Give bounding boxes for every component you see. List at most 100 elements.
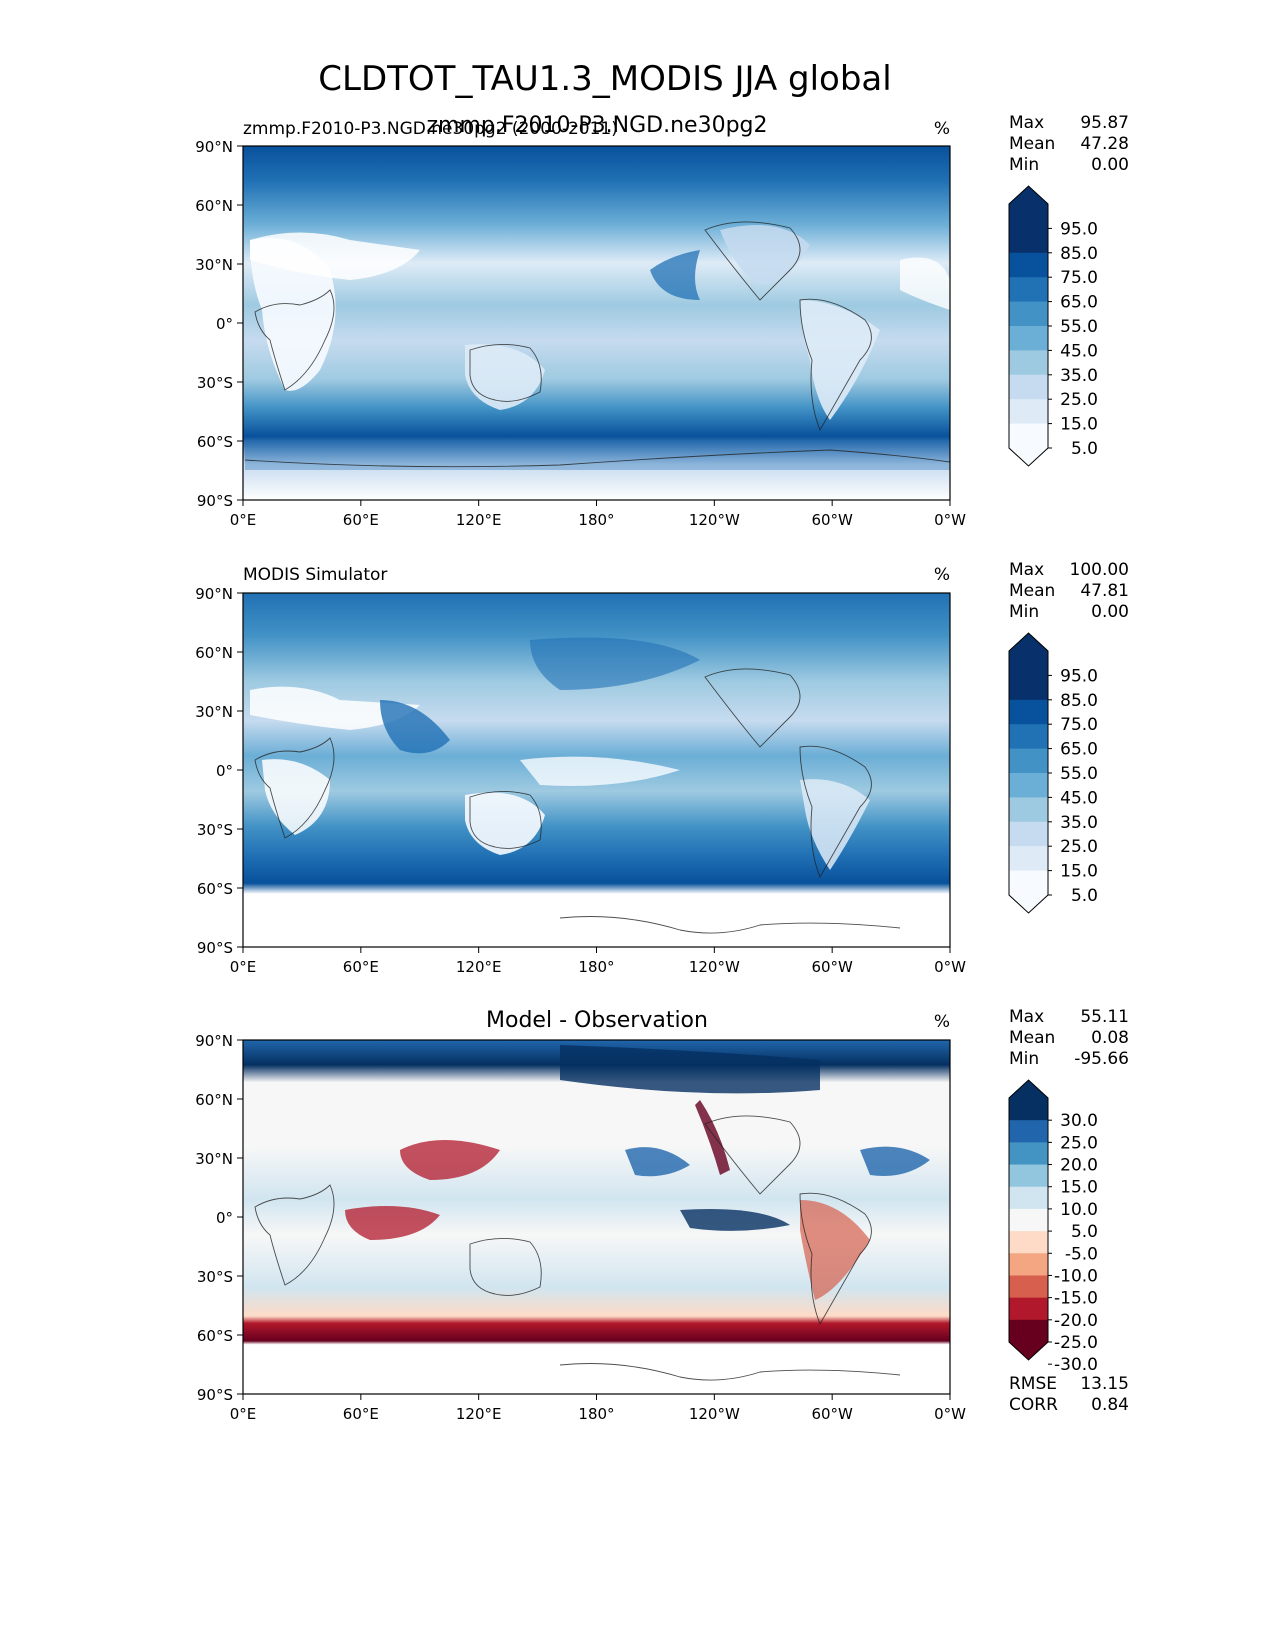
colorbar-tick-label: -25.0 [1054, 1333, 1098, 1353]
colorbar-tick-label: 35.0 [1060, 366, 1098, 386]
colorbar-tick-label: 45.0 [1060, 341, 1098, 361]
colorbar-block [1009, 204, 1048, 229]
panel-left-title: MODIS Simulator [243, 565, 387, 585]
stat-label: Max [1009, 560, 1044, 580]
colorbar-block [1009, 1275, 1048, 1299]
colorbar-block [1009, 773, 1048, 798]
stats-block: Max 100.00 Mean 47.81 Min 0.00 [1009, 560, 1129, 622]
colorbar-tick-label: 5.0 [1071, 1222, 1098, 1242]
colorbar-extend-top [1009, 1080, 1048, 1098]
colorbar-tick-label: 45.0 [1060, 788, 1098, 808]
lon-tick-label: 180° [578, 958, 614, 976]
stats-block: Max 55.11 Mean 0.08 Min -95.66 [1009, 1007, 1129, 1069]
colorbar-block [1009, 1319, 1048, 1343]
stat-value: 100.00 [1070, 560, 1129, 580]
stat-value: 0.08 [1091, 1028, 1129, 1048]
lon-tick-label: 60°W [811, 1405, 853, 1423]
colorbar-block [1009, 1186, 1048, 1210]
stat-label: Max [1009, 113, 1044, 133]
colorbar-tick-label: 30.0 [1060, 1111, 1098, 1131]
lon-tick-label: 0°E [230, 511, 257, 529]
colorbar-block [1009, 675, 1048, 701]
stat-value: 47.28 [1080, 134, 1129, 154]
stat-value: 95.87 [1080, 113, 1129, 133]
colorbar-block [1009, 1120, 1048, 1143]
colorbar-tick-label: 5.0 [1071, 886, 1098, 906]
lon-tick-label: 0°W [934, 1405, 966, 1423]
colorbar-block [1009, 228, 1048, 254]
lon-tick-label: 0°E [230, 1405, 257, 1423]
colorbar-extend-bottom [1009, 1342, 1048, 1360]
panel-units: % [934, 565, 950, 585]
colorbar: 95.0 85.0 75.0 65.0 55.0 45.0 35.0 25.0 15.0 5.0 [1008, 185, 1098, 467]
colorbar-tick-label: -20.0 [1054, 1311, 1098, 1331]
lat-tick-label: 30°S [197, 1268, 233, 1286]
colorbar-block [1009, 1208, 1048, 1232]
colorbar-tick-label: 55.0 [1060, 317, 1098, 337]
colorbar-block [1009, 821, 1048, 847]
colorbar-tick-label: 55.0 [1060, 764, 1098, 784]
colorbar-tick-label: -5.0 [1065, 1244, 1098, 1264]
colorbar-block [1009, 399, 1048, 425]
colorbar-block [1009, 252, 1048, 278]
lat-tick-label: 30°S [197, 374, 233, 392]
colorbar-block [1009, 301, 1048, 327]
lon-tick-label: 120°E [456, 958, 502, 976]
colorbar-block [1009, 350, 1048, 376]
panel-center-title: zmmp.F2010-P3.NGD.ne30pg2 [426, 113, 767, 138]
colorbar-block [1009, 1253, 1048, 1276]
lat-tick-label: 60°S [197, 1327, 233, 1345]
colorbar-extend-bottom [1009, 448, 1048, 466]
stat-label: Min [1009, 602, 1039, 622]
lat-tick-label: 60°S [197, 433, 233, 451]
colorbar-block [1009, 423, 1048, 449]
lat-tick-label: 90°N [195, 1032, 233, 1050]
colorbar-tick-label: 15.0 [1060, 415, 1098, 435]
lon-tick-label: 0°W [934, 958, 966, 976]
colorbar-block [1009, 1098, 1048, 1121]
colorbar-extend-top [1009, 633, 1048, 651]
lat-tick-label: 0° [216, 1209, 233, 1227]
lon-tick-label: 60°E [343, 958, 379, 976]
colorbar-tick-label: 10.0 [1060, 1200, 1098, 1220]
lon-tick-label: 180° [578, 1405, 614, 1423]
panel-test: zmmp.F2010-P3.NGD.ne30pg2 (2000-2011) zm… [242, 113, 1129, 501]
lat-tick-label: 30°N [195, 1150, 233, 1168]
colorbar-block [1009, 870, 1048, 896]
panel-units: % [934, 1012, 950, 1032]
stat-value: -95.66 [1074, 1049, 1129, 1069]
colorbar-tick-label: 35.0 [1060, 813, 1098, 833]
metric-value: 0.84 [1091, 1395, 1129, 1415]
metric-label: RMSE [1009, 1374, 1057, 1394]
colorbar-tick-label: 20.0 [1060, 1156, 1098, 1176]
colorbar-block [1009, 651, 1048, 676]
colorbar-tick-label: 95.0 [1060, 219, 1098, 239]
colorbar-tick-label: 15.0 [1060, 1178, 1098, 1198]
colorbar-tick-label: 5.0 [1071, 439, 1098, 459]
colorbar-block [1009, 1164, 1048, 1188]
lon-tick-label: 120°W [689, 1405, 740, 1423]
colorbar-block [1009, 1231, 1048, 1254]
panel-reference: MODIS Simulator % Max 100.00 Mean [242, 560, 1129, 948]
colorbar-block [1009, 374, 1048, 400]
lon-tick-label: 180° [578, 511, 614, 529]
figure-title: CLDTOT_TAU1.3_MODIS JJA global [318, 59, 891, 99]
lon-tick-label: 60°E [343, 1405, 379, 1423]
stats-block: Max 95.87 Mean 47.28 Min 0.00 [1009, 113, 1129, 175]
lat-tick-label: 30°N [195, 256, 233, 274]
lat-tick-label: 0° [216, 315, 233, 333]
colorbar-tick-label: 65.0 [1060, 740, 1098, 760]
lon-tick-label: 60°W [811, 958, 853, 976]
colorbar-extend-top [1009, 186, 1048, 204]
panel-difference: Model - Observation % Max 55.11 [242, 1007, 1129, 1415]
colorbar-block [1009, 277, 1048, 303]
colorbar: 95.0 85.0 75.0 65.0 55.0 45.0 35.0 25.0 15.0 5.0 [1008, 632, 1098, 914]
stat-value: 47.81 [1080, 581, 1129, 601]
lon-tick-label: 0°E [230, 958, 257, 976]
colorbar: 30.025.0 20.015.010.05.0-5.0-10.0 -15.0-20… [1008, 1079, 1098, 1375]
colorbar-tick-label: -30.0 [1054, 1355, 1098, 1375]
stat-label: Max [1009, 1007, 1044, 1027]
lat-tick-label: 90°S [197, 939, 233, 957]
colorbar-tick-label: 75.0 [1060, 268, 1098, 288]
